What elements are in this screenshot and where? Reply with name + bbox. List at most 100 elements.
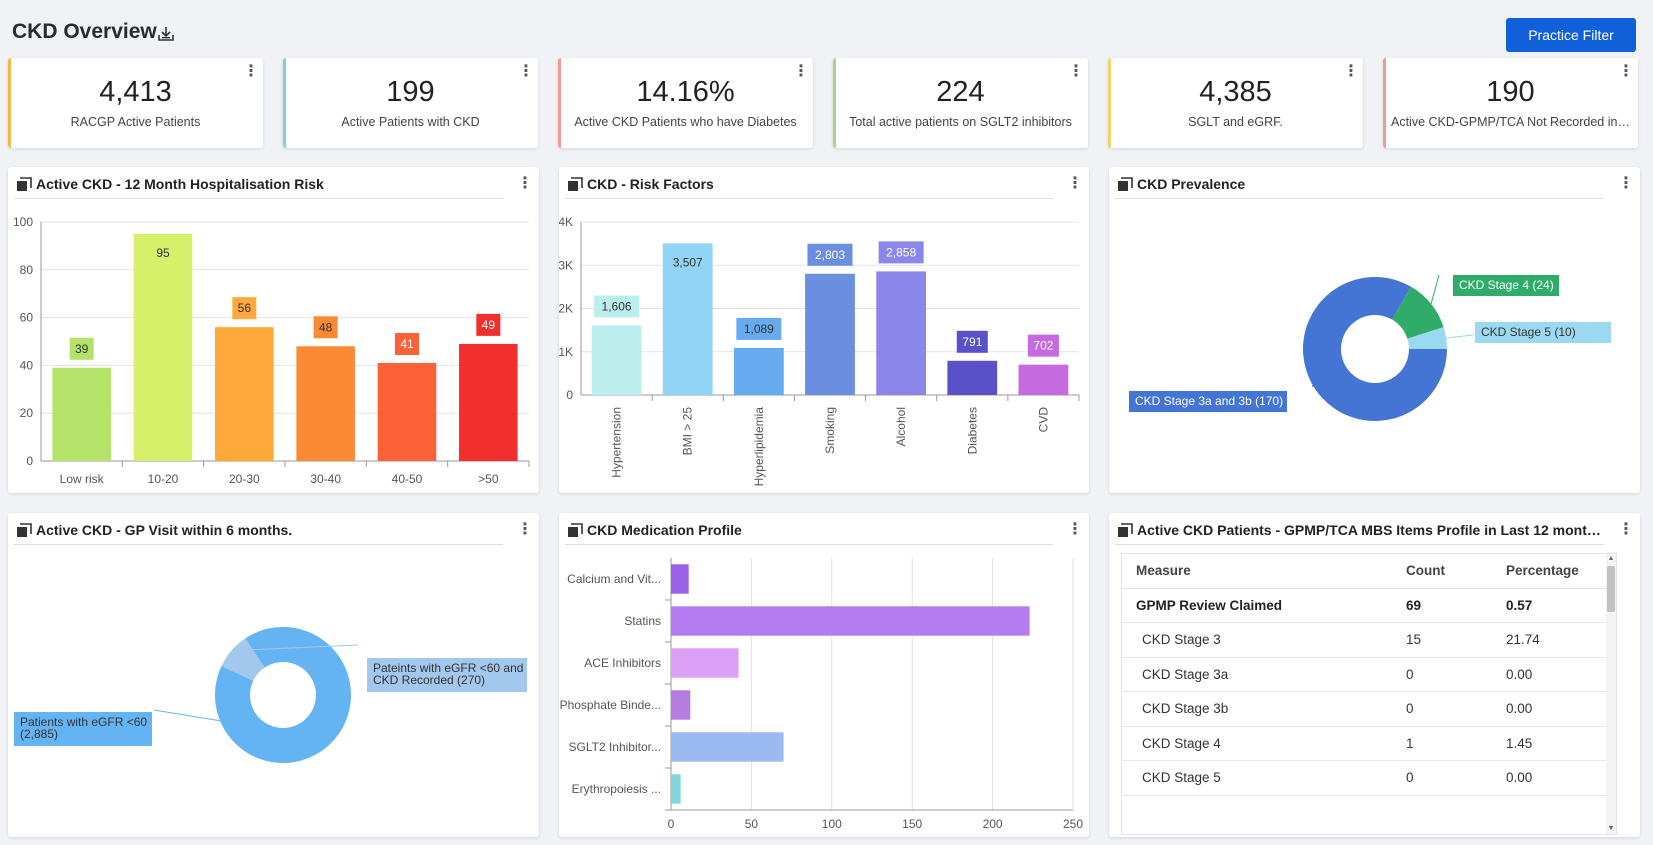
kpi-menu-icon[interactable] (243, 62, 255, 82)
hospitalisation-risk-chart: 0 20 40 60 80 100 39 Low risk 95 10-20 56 20-30 48 30… (13, 215, 530, 486)
pie-slice[interactable] (1392, 286, 1444, 339)
column-header-count[interactable]: Count (1392, 554, 1492, 589)
table-scrollbar[interactable]: ▲ ▼ (1606, 554, 1616, 834)
bar[interactable] (805, 273, 855, 395)
slice-label: CKD Recorded (270) (373, 673, 485, 687)
cell-measure: GPMP Review Claimed (1122, 588, 1392, 623)
panel-menu-icon[interactable] (1618, 520, 1630, 540)
table-row[interactable]: CKD Stage 4 1 1.45 (1122, 726, 1608, 761)
download-icon[interactable] (156, 24, 176, 44)
kpi-menu-icon[interactable] (793, 62, 805, 82)
table-row[interactable]: CKD Stage 3b 0 0.00 (1122, 691, 1608, 727)
bar[interactable] (876, 271, 927, 395)
cell-count: 15 (1392, 622, 1492, 658)
data-label: 41 (400, 337, 414, 351)
cell-measure: CKD Stage 4 (1122, 726, 1392, 761)
y-tick-label: 20 (20, 406, 34, 420)
x-tick-label: 30-40 (310, 472, 341, 486)
bar[interactable] (671, 732, 784, 762)
leader-line (1430, 274, 1440, 304)
x-tick-label: 200 (983, 817, 1003, 831)
slice-label: (2,885) (20, 727, 58, 741)
kpi-value: 4,413 (99, 76, 172, 108)
kpi-menu-icon[interactable] (1618, 62, 1630, 82)
kpi-accent (1383, 58, 1386, 148)
y-tick-label: Calcium and Vit... (567, 572, 661, 586)
ckd-prevalence-chart: CKD Stage 3a and 3b (170) CKD Stage 4 (24… (1129, 274, 1611, 421)
data-label-box (594, 295, 640, 318)
leader-line (231, 644, 359, 652)
slice-label-box (14, 712, 152, 746)
bar[interactable] (133, 233, 193, 461)
slice-label-box (367, 658, 527, 692)
cell-percentage: 1.45 (1492, 726, 1608, 761)
panel-risk-factors: CKD - Risk Factors 0 1K 2K 3K 4K 1,606 Hyperte… (559, 167, 1089, 493)
slice-label: CKD Stage 5 (10) (1481, 325, 1576, 339)
cell-percentage: 0.57 (1492, 588, 1608, 623)
panel-title: Active CKD Patients - GPMP/TCA MBS Items… (1137, 522, 1604, 538)
y-tick-label: SGLT2 Inhibitor... (569, 740, 662, 754)
bar[interactable] (215, 327, 274, 461)
x-tick-label: 100 (822, 817, 842, 831)
x-tick-label: Hypertension (610, 407, 624, 478)
leader-line (153, 709, 335, 740)
bar[interactable] (671, 648, 739, 678)
pie-slice[interactable] (1407, 327, 1447, 349)
pie-slice[interactable] (214, 627, 351, 763)
x-tick-label: CVD (1036, 407, 1050, 433)
panel-mbs-items: Active CKD Patients - GPMP/TCA MBS Items… (1109, 513, 1640, 837)
x-tick-label: Alcohol (894, 407, 908, 446)
x-tick-label: 50 (745, 817, 759, 831)
column-header-percentage[interactable]: Percentage (1492, 554, 1608, 589)
table-row[interactable]: CKD Stage 5 0 0.00 (1122, 760, 1608, 796)
bar[interactable] (52, 367, 111, 461)
bar[interactable] (377, 363, 437, 461)
column-header-measure[interactable]: Measure (1122, 554, 1392, 589)
bar[interactable] (671, 690, 691, 720)
cell-count: 69 (1392, 588, 1492, 623)
cell-measure: CKD Stage 5 (1122, 760, 1392, 796)
bar[interactable] (296, 346, 355, 461)
kpi-menu-icon[interactable] (1068, 62, 1080, 82)
bar[interactable] (671, 606, 1030, 636)
kpi-accent (1108, 58, 1111, 148)
pie-slice[interactable] (221, 638, 265, 681)
bar[interactable] (591, 325, 642, 395)
bar[interactable] (671, 564, 689, 594)
scroll-thumb[interactable] (1607, 566, 1615, 612)
cell-count: 0 (1392, 657, 1492, 692)
data-label: 1,606 (602, 300, 632, 314)
kpi-label: Active CKD Patients who have Diabetes (574, 115, 797, 129)
scroll-up-icon[interactable]: ▲ (1607, 555, 1615, 562)
table-row[interactable]: CKD Stage 3 15 21.74 (1122, 622, 1608, 658)
table-row[interactable]: CKD Stage 3a 0 0.00 (1122, 657, 1608, 692)
bar[interactable] (947, 360, 998, 395)
slice-label-box (1453, 275, 1559, 296)
report-icon (1118, 523, 1133, 537)
data-label: 791 (962, 335, 982, 349)
bar[interactable] (1018, 364, 1069, 395)
cell-percentage: 21.74 (1492, 622, 1608, 658)
slice-label: CKD Stage 3a and 3b (170) (1135, 394, 1283, 408)
table-row[interactable]: GPMP Review Claimed 69 0.57 (1122, 588, 1608, 623)
kpi-value: 4,385 (1199, 76, 1272, 108)
kpi-label: Active CKD-GPMP/TCA Not Recorded in Last… (1391, 115, 1630, 129)
bar[interactable] (671, 774, 681, 804)
y-tick-label: 80 (20, 263, 34, 277)
kpi-value: 14.16% (636, 76, 735, 108)
pie-slice[interactable] (1303, 277, 1447, 421)
kpi-menu-icon[interactable] (1343, 62, 1355, 82)
x-tick-label: 0 (668, 817, 675, 831)
kpi-value: 190 (1486, 76, 1535, 108)
scroll-down-icon[interactable]: ▼ (1607, 825, 1615, 832)
bar[interactable] (733, 347, 784, 395)
cell-count: 0 (1392, 691, 1492, 727)
slice-label-box (1129, 391, 1287, 412)
kpi-menu-icon[interactable] (518, 62, 530, 82)
data-label-box (395, 333, 419, 356)
practice-filter-button[interactable]: Practice Filter (1506, 18, 1636, 52)
x-tick-label: 150 (902, 817, 922, 831)
data-label-box (956, 330, 988, 353)
bar[interactable] (459, 343, 518, 461)
cell-count: 0 (1392, 760, 1492, 796)
